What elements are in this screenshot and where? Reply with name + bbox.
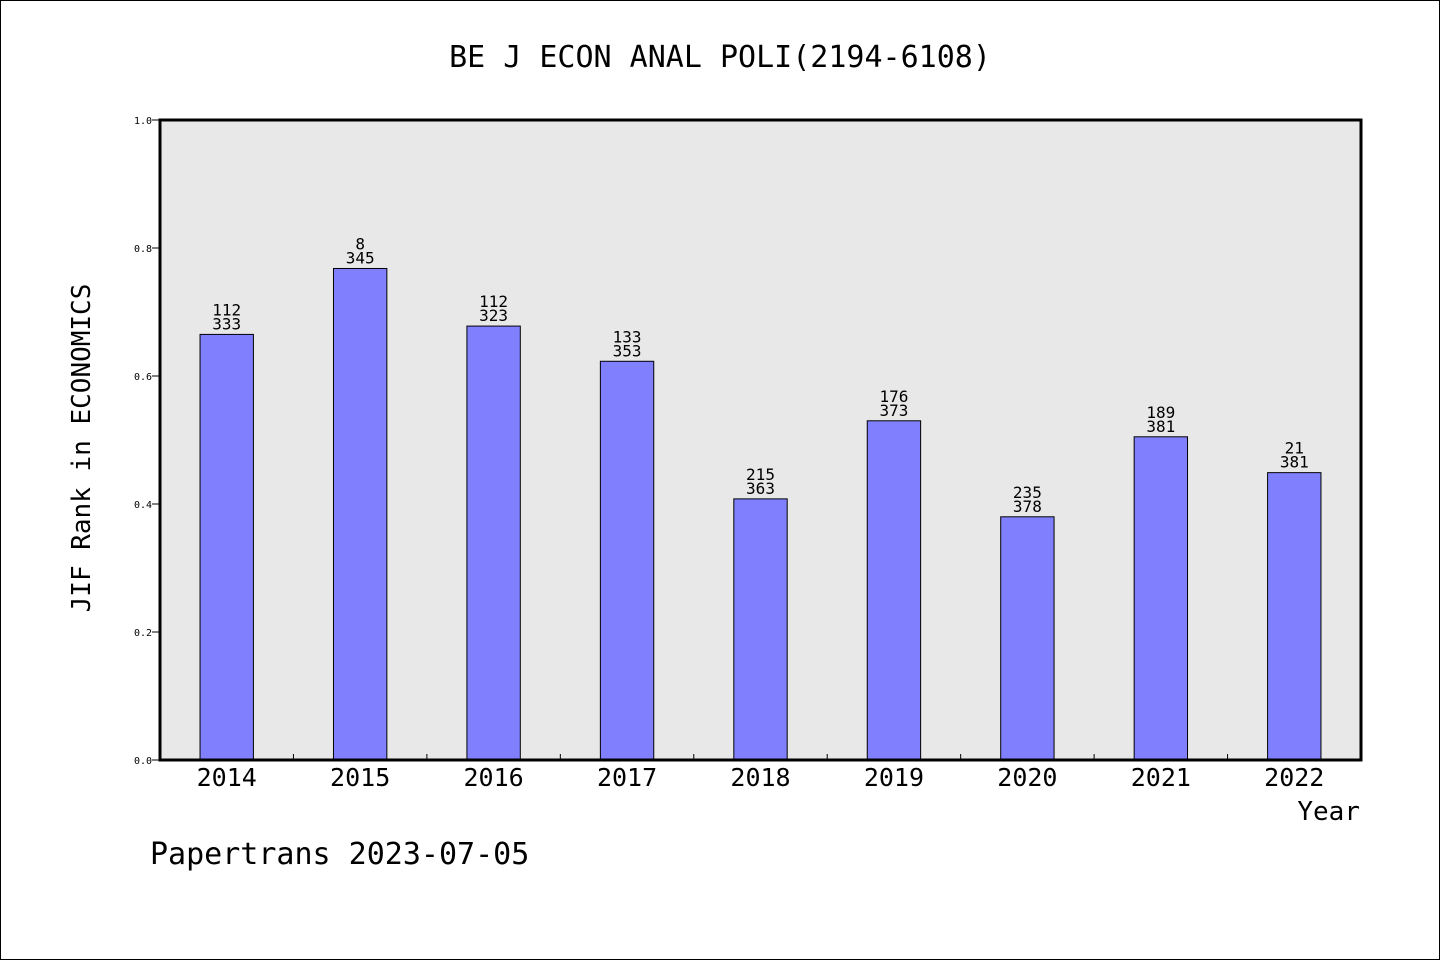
x-tick-label: 2014 bbox=[197, 763, 257, 792]
bar-series bbox=[199, 267, 1322, 761]
total-label: 323 bbox=[479, 306, 508, 325]
y-tick-label: 1.0 bbox=[134, 116, 152, 127]
rank-label: 112 bbox=[212, 300, 241, 319]
x-tick-label: 2015 bbox=[330, 763, 390, 792]
x-tick-label: 2021 bbox=[1131, 763, 1191, 792]
data-labels: 1123338345112323133353215363176373235378… bbox=[212, 234, 1308, 515]
y-axis-label: JIF Rank in ECONOMICS bbox=[67, 284, 97, 613]
rank-label: 189 bbox=[1146, 403, 1175, 422]
plot-border bbox=[158, 118, 1363, 762]
rank-label: 112 bbox=[479, 292, 508, 311]
y-tick-label: 0.0 bbox=[134, 756, 152, 767]
total-label: 353 bbox=[613, 341, 642, 360]
y-tick-label: 0.8 bbox=[134, 244, 152, 255]
bar-2015 bbox=[332, 267, 388, 761]
bar-2016 bbox=[466, 325, 521, 761]
bar-2018 bbox=[733, 498, 788, 761]
x-tick-label: 2017 bbox=[597, 763, 657, 792]
bar-2020 bbox=[1000, 516, 1055, 761]
x-tick-label: 2016 bbox=[464, 763, 524, 792]
rank-label: 8 bbox=[355, 234, 365, 253]
rank-label: 215 bbox=[746, 465, 775, 484]
footer-text: Papertrans 2023-07-05 bbox=[150, 837, 529, 872]
total-label: 378 bbox=[1013, 497, 1042, 516]
bar-2022 bbox=[1267, 472, 1322, 761]
x-tick-label: 2022 bbox=[1264, 763, 1324, 792]
y-axis: 0.0 0.2 0.4 0.6 0.8 1.0 bbox=[134, 116, 160, 767]
total-label: 345 bbox=[346, 248, 375, 267]
total-label: 333 bbox=[212, 314, 241, 333]
chart-title: BE J ECON ANAL POLI(2194-6108) bbox=[449, 40, 991, 75]
x-tick-label: 2018 bbox=[730, 763, 790, 792]
total-label: 363 bbox=[746, 479, 775, 498]
y-tick-label: 0.2 bbox=[134, 628, 152, 639]
bar-2021 bbox=[1133, 436, 1189, 761]
y-tick-label: 0.6 bbox=[134, 372, 152, 383]
total-label: 381 bbox=[1280, 453, 1309, 472]
bar-2017 bbox=[599, 360, 655, 761]
rank-label: 176 bbox=[879, 387, 908, 406]
x-axis: 2014 2015 2016 2017 2018 2019 2020 2021 2022 bbox=[197, 754, 1324, 792]
x-tick-label: 2019 bbox=[864, 763, 924, 792]
x-axis-label: Year bbox=[1297, 797, 1360, 827]
total-label: 381 bbox=[1146, 417, 1175, 436]
total-label: 373 bbox=[879, 401, 908, 420]
rank-label: 235 bbox=[1013, 483, 1042, 502]
bar-2014 bbox=[199, 333, 254, 761]
rank-label: 21 bbox=[1285, 439, 1304, 458]
x-tick-label: 2020 bbox=[997, 763, 1057, 792]
bar-2019 bbox=[866, 420, 922, 761]
y-tick-label: 0.4 bbox=[134, 500, 152, 511]
rank-label: 133 bbox=[613, 327, 642, 346]
